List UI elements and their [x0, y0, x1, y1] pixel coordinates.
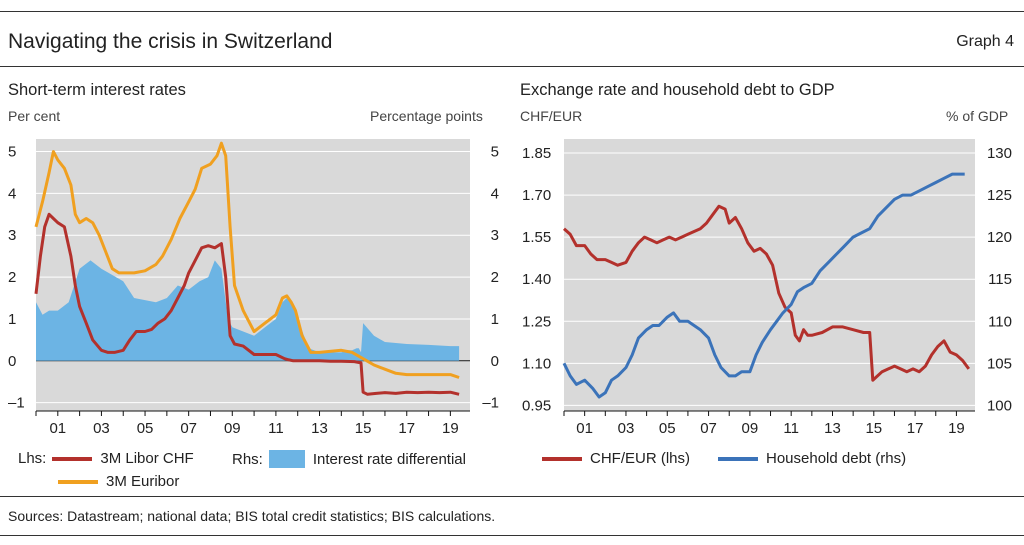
left-y-left-tick-label: –1	[8, 395, 25, 412]
libor-swatch	[52, 456, 93, 461]
left-series-1-line	[34, 141, 460, 379]
legend-household-debt-label: Household debt (rhs)	[766, 450, 907, 467]
legend-differential: Rhs: Interest rate differential	[232, 450, 466, 468]
right-y-left-tick-label: 1.55	[522, 229, 551, 246]
right-series-0-line	[562, 204, 971, 382]
legend-differential-label: Interest rate differential	[312, 450, 466, 468]
euribor-swatch	[58, 479, 98, 484]
right-x-tick-label: 15	[865, 420, 882, 437]
right-panel-left-unit: CHF/EUR	[520, 108, 583, 124]
right-y-right-tick-label: 100	[987, 397, 1012, 414]
left-y-left-tick-label: 5	[8, 144, 16, 161]
left-series-0-line	[34, 212, 460, 396]
legend-lhs-label: Lhs:	[18, 450, 47, 467]
left-x-tick-label: 05	[137, 420, 154, 437]
left-y-left-tick-label: 4	[8, 185, 16, 202]
right-panel-title: Exchange rate and household debt to GDP	[520, 81, 835, 99]
top-rule	[0, 11, 1024, 12]
right-x-tick-label: 09	[742, 420, 759, 437]
right-y-right-tick-label: 115	[988, 271, 1012, 288]
right-plot-area	[564, 139, 975, 411]
left-y-left-tick-label: 2	[8, 269, 16, 286]
right-panel-right-unit: % of GDP	[946, 108, 1009, 124]
left-y-left-tick-label: 3	[8, 227, 16, 244]
legend-rhs-label: Rhs:	[232, 450, 263, 468]
left-y-right-tick-label: 0	[491, 353, 499, 370]
right-x-tick-label: 01	[576, 420, 593, 437]
right-x-tick-label: 07	[700, 420, 717, 437]
right-x-tick-label: 13	[824, 420, 841, 437]
legend-chf-eur-label: CHF/EUR (lhs)	[590, 450, 690, 467]
exchange-rate-debt-chart: 0.951.101.251.401.551.701.85100105110115…	[522, 139, 1012, 437]
right-x-tick-label: 03	[618, 420, 635, 437]
left-x-tick-label: 11	[268, 420, 284, 437]
left-x-tick-label: 13	[311, 420, 328, 437]
legend-euribor-label: 3M Euribor	[106, 473, 180, 490]
left-y-left-tick-label: 0	[8, 353, 16, 370]
right-y-left-tick-label: 1.10	[522, 355, 551, 372]
left-y-right-tick-label: 2	[491, 269, 499, 286]
figure-title: Navigating the crisis in Switzerland	[8, 30, 333, 53]
sources-rule	[0, 496, 1024, 497]
right-y-right-tick-label: 110	[988, 313, 1012, 330]
sources-note: Sources: Datastream; national data; BIS …	[8, 508, 496, 524]
left-x-tick-label: 17	[398, 420, 415, 437]
right-y-left-tick-label: 1.25	[522, 313, 551, 330]
differential-swatch	[268, 450, 305, 468]
left-y-right-tick-label: 4	[491, 185, 499, 202]
header-rule	[0, 66, 1024, 67]
household-debt-swatch	[718, 456, 758, 461]
right-x-tick-label: 19	[948, 420, 965, 437]
right-y-right-tick-label: 130	[987, 145, 1012, 162]
left-y-right-tick-label: 3	[491, 227, 499, 244]
right-y-right-tick-label: 120	[987, 229, 1012, 246]
left-panel-right-unit: Percentage points	[370, 108, 483, 124]
left-panel-left-unit: Per cent	[8, 108, 61, 124]
left-y-right-tick-label: 5	[491, 144, 499, 161]
legend-libor: Lhs: 3M Libor CHF	[18, 450, 194, 467]
left-y-left-tick-label: 1	[8, 311, 16, 328]
right-x-tick-label: 11	[783, 420, 799, 437]
legend-euribor: 3M Euribor	[52, 473, 179, 490]
left-panel-title: Short-term interest rates	[8, 81, 186, 99]
left-x-tick-label: 07	[180, 420, 197, 437]
right-y-left-tick-label: 1.85	[522, 145, 551, 162]
right-y-left-tick-label: 1.40	[522, 271, 551, 288]
right-x-tick-label: 05	[659, 420, 676, 437]
legend-libor-label: 3M Libor CHF	[100, 450, 194, 467]
legend-chf-eur: CHF/EUR (lhs)	[536, 450, 690, 467]
right-series-1-line	[562, 172, 965, 399]
right-y-left-tick-label: 1.70	[522, 187, 551, 204]
left-y-right-tick-label: –1	[482, 395, 499, 412]
left-x-tick-label: 19	[442, 420, 459, 437]
right-y-right-tick-label: 105	[987, 355, 1012, 372]
bottom-rule	[0, 535, 1024, 536]
left-y-right-tick-label: 1	[491, 311, 499, 328]
right-y-right-tick-label: 125	[987, 187, 1012, 204]
left-x-tick-label: 09	[224, 420, 241, 437]
left-series-2-area	[36, 260, 460, 361]
chf-eur-swatch	[542, 456, 582, 461]
graph-number: Graph 4	[956, 33, 1014, 50]
right-y-left-tick-label: 0.95	[522, 397, 551, 414]
legend-household-debt: Household debt (rhs)	[712, 450, 906, 467]
left-x-tick-label: 01	[49, 420, 66, 437]
right-x-tick-label: 17	[907, 420, 924, 437]
left-x-tick-label: 03	[93, 420, 110, 437]
left-x-tick-label: 15	[355, 420, 372, 437]
